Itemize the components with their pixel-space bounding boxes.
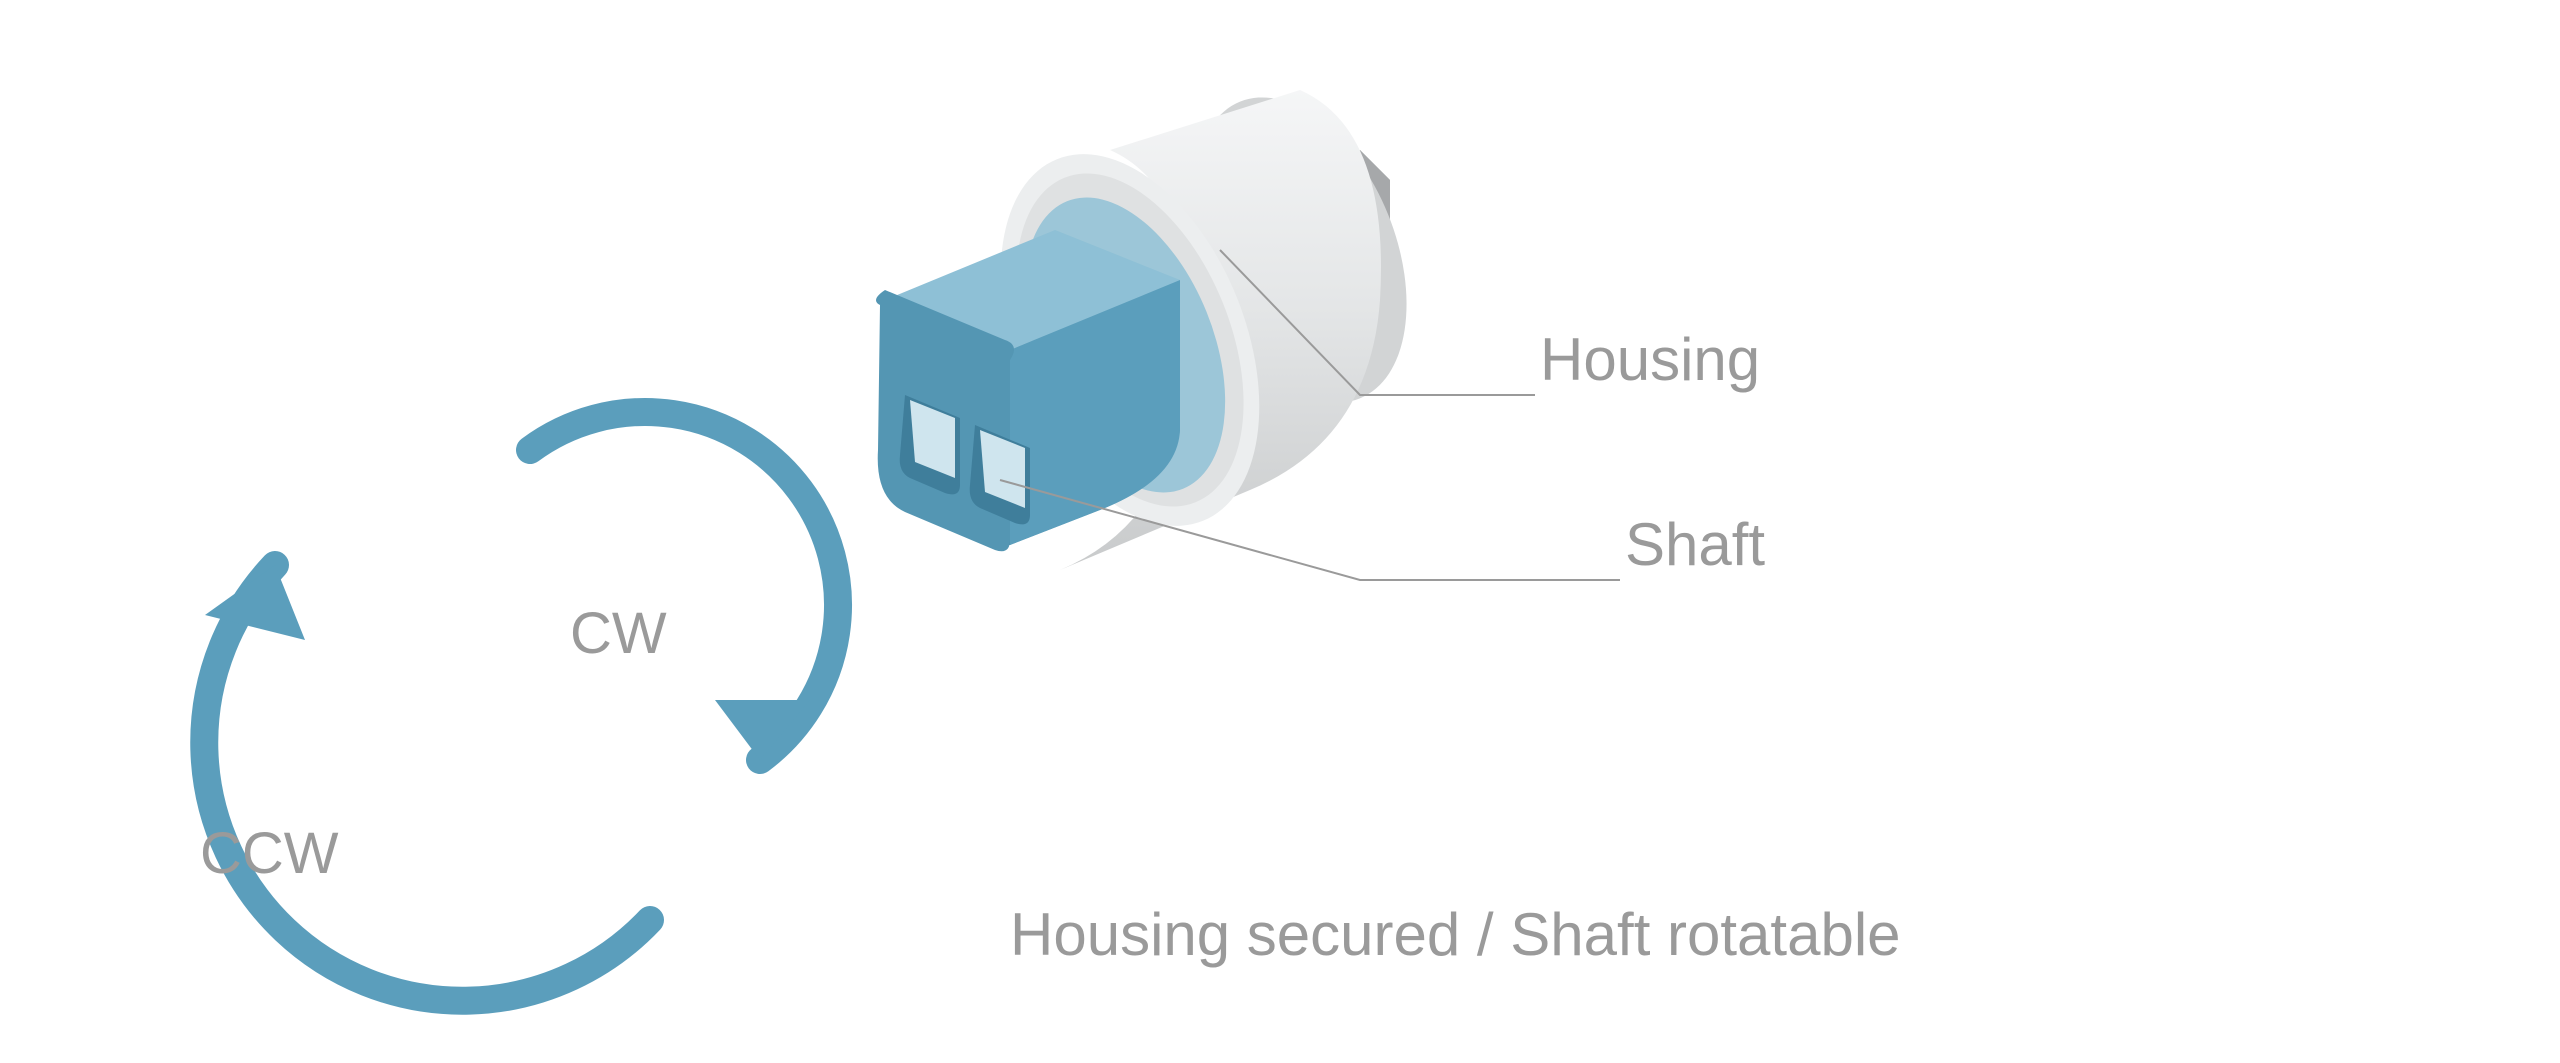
label-caption: Housing secured / Shaft rotatable	[1010, 900, 1901, 969]
diagram-stage: CW CCW Housing Shaft Housing secured / S…	[0, 0, 2560, 1063]
label-housing: Housing	[1540, 325, 1760, 394]
label-ccw: CCW	[200, 820, 339, 887]
cw-arrow	[530, 412, 838, 760]
label-shaft: Shaft	[1625, 510, 1765, 579]
label-cw: CW	[570, 600, 667, 667]
